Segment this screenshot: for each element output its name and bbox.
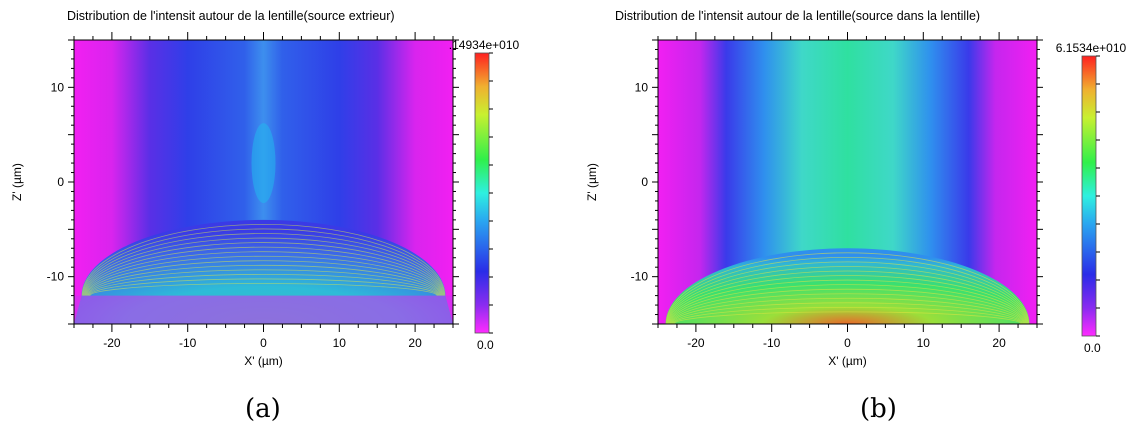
y-tick-label: 10 [51,80,65,94]
x-tick-label: -10 [763,336,781,350]
heatmap-chart-a: -20 -10 0 10 20 X' (µm) -10 0 10 Z' (µm) .14934e+0… [10,32,520,368]
heatmap-chart-b: -20 -10 0 10 20 X' (µm) -10 0 10 Z' (µm) 6.1534e+0… [585,32,1127,368]
interference-fringe [671,293,1024,324]
heatmap-area [74,40,453,324]
x-axis-label: X' (µm) [828,354,867,368]
substrate-band [74,295,453,324]
y-tick-label: -10 [47,270,65,284]
y-tick-label: 0 [641,175,648,189]
x-tick-label: 20 [408,336,422,350]
interference-fringe [86,255,441,296]
chart-title: Distribution de l'intensit autour de la … [615,9,981,23]
interference-fringe [87,269,440,296]
interference-fringe [87,264,440,296]
y-axis: -10 0 10 Z' (µm) [585,39,1043,325]
interference-fringe [85,251,442,296]
y-tick-label: 0 [57,175,64,189]
interference-fringe [666,261,1029,324]
interference-fringe [84,246,443,296]
interference-fringe [672,302,1023,324]
interference-fringe [82,233,445,296]
interference-fringe [665,252,1030,324]
y-tick-label: 10 [635,80,649,94]
interference-fringe [668,275,1027,324]
x-tick-label: 0 [260,336,267,350]
interference-fringe [88,273,439,296]
x-tick-label: 10 [333,336,347,350]
interference-fringe [673,311,1022,324]
y-axis: -10 0 10 Z' (µm) [10,39,459,325]
x-axis: -20 -10 0 10 20 X' (µm) [73,32,454,368]
interference-fringe [83,237,444,296]
figure-caption: (b) [860,394,897,424]
colorbar-min-label: 0.0 [477,338,494,352]
interference-fringe [669,279,1026,324]
focal-spot [251,123,276,204]
x-tick-label: 10 [917,336,931,350]
colorbar-min-label: 0.0 [1084,341,1101,355]
interference-fringe [666,256,1029,324]
colorbar-gradient [1081,55,1097,337]
figure-caption: (a) [245,394,281,424]
interference-fringe [673,306,1022,324]
heatmap-area [658,40,1037,324]
x-axis: -20 -10 0 10 20 X' (µm) [657,32,1038,368]
colorbar-max-label: 6.1534e+010 [1056,41,1127,55]
chart-title: Distribution de l'intensit autour de la … [67,9,395,23]
interference-fringe [84,242,443,296]
x-tick-label: -10 [179,336,197,350]
chart-panel-b: Distribution de l'intensit autour de la … [575,0,1134,424]
interference-fringe [668,270,1027,324]
interference-fringe [89,283,438,296]
y-axis-label: Z' (µm) [10,163,24,201]
x-tick-label: -20 [103,336,121,350]
x-tick-label: -20 [687,336,705,350]
interference-fringe [81,224,446,296]
interference-fringe [86,260,441,296]
colorbar-gradient [474,52,490,334]
x-axis-label: X' (µm) [244,354,283,368]
chart-panel-a: Distribution de l'intensit autour de la … [0,0,560,424]
x-tick-label: 20 [992,336,1006,350]
colorbar-max-label: .14934e+010 [449,38,520,52]
interference-fringe [667,266,1028,324]
colorbar: 6.1534e+010 0.0 [1056,41,1127,355]
interference-fringe [82,228,445,296]
y-tick-label: -10 [631,270,649,284]
interference-fringe [670,284,1025,324]
colorbar: .14934e+010 0.0 [449,38,520,352]
interference-fringe [671,297,1024,324]
interference-fringe [89,278,438,296]
x-tick-label: 0 [844,336,851,350]
y-axis-label: Z' (µm) [585,163,599,201]
interference-fringe [670,288,1025,324]
